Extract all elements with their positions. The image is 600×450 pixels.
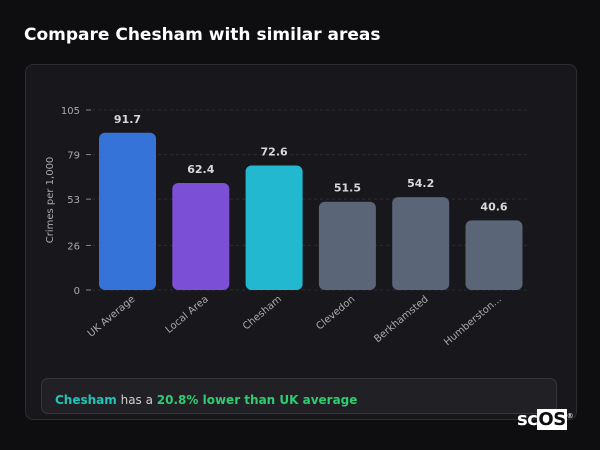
x-tick-label: UK Average [86,294,138,340]
bar-uk-average [99,132,156,290]
y-tick-label: 0 [74,286,80,297]
bar-local-area [172,183,230,290]
data-label: 54.2 [407,177,434,190]
y-tick-label: 105 [61,106,80,117]
data-label: 40.6 [480,200,507,213]
x-tick-label: Humberston... [442,294,504,348]
x-tick-label: Chesham [241,294,284,333]
data-label: 72.6 [261,146,288,159]
bar-berkhamsted [392,197,450,290]
x-tick-label: Local Area [164,294,211,336]
data-label: 51.5 [334,182,361,195]
bar-chesham [245,165,303,290]
data-label: 91.7 [114,113,141,126]
summary-comparison: 20.8% lower than UK average [156,393,358,407]
y-axis-label: Crimes per 1,000 [45,157,56,244]
x-tick-label: Berkhamsted [372,294,430,345]
x-tick-label: Clevedon [314,294,357,333]
page-title: Compare Chesham with similar areas [24,25,381,45]
scos-logo: scOS® [517,409,574,430]
y-tick-label: 26 [67,241,80,252]
summary-box: Chesham has a 20.8% lower than UK averag… [41,378,557,414]
bar-humberston- [465,220,523,290]
y-tick-label: 79 [67,151,80,162]
summary-area: Chesham [55,393,117,407]
bar-clevedon [318,201,376,290]
data-label: 62.4 [187,163,214,176]
y-tick-label: 53 [67,195,80,206]
summary-text: has a [116,393,157,407]
